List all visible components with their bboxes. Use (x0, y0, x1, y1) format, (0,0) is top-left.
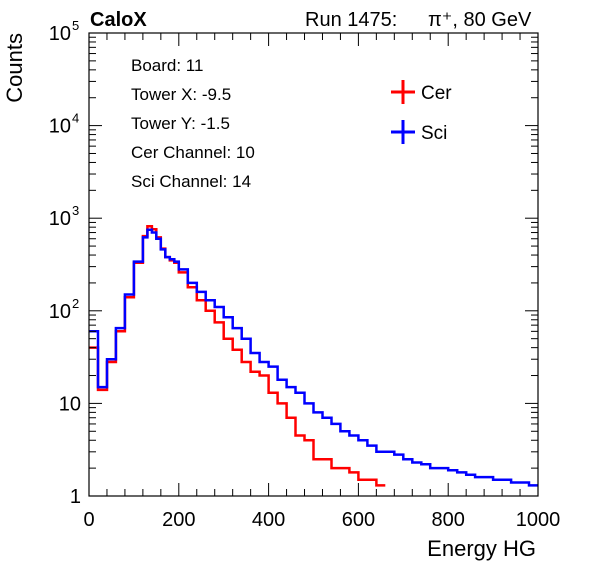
plot-frame (88, 32, 539, 497)
legend-label-cer: Cer (421, 83, 452, 104)
x-tick-label-200: 200 (162, 509, 195, 531)
y-tick-exponent-10000: 4 (72, 111, 79, 126)
y-axis-title: Counts (2, 33, 27, 103)
beam-label: π⁺, 80 GeV (428, 9, 532, 31)
experiment-label: CaloX (90, 9, 147, 31)
info-line-tower-x: Tower X: -9.5 (131, 85, 231, 104)
x-tick-label-600: 600 (342, 509, 375, 531)
y-tick-exponent-1000: 3 (72, 203, 79, 218)
x-tick-label-1000: 1000 (516, 509, 561, 531)
x-axis-title: Energy HG (427, 536, 536, 561)
series-layer (89, 224, 538, 487)
info-line-sci-channel: Sci Channel: 14 (131, 172, 251, 191)
y-tick-label-10: 10 (59, 393, 81, 415)
legend-label-sci: Sci (421, 123, 447, 144)
info-line-tower-y: Tower Y: -1.5 (131, 114, 230, 133)
y-tick-exponent-100000: 5 (72, 18, 79, 33)
legend: Cer Sci (391, 80, 452, 144)
y-tick-label-100: 10 (49, 301, 71, 323)
y-tick-label-1000: 10 (49, 208, 71, 230)
info-line-board: Board: 11 (131, 56, 203, 75)
y-tick-exponent-100: 2 (72, 296, 79, 311)
info-box: Board: 11 Tower X: -9.5 Tower Y: -1.5 Ce… (131, 56, 255, 191)
y-tick-label-100000: 10 (49, 23, 71, 45)
series-line-sci (89, 228, 538, 487)
y-tick-label-1: 1 (70, 486, 81, 508)
y-tick-label-10000: 10 (49, 116, 71, 138)
run-label: Run 1475: (305, 9, 397, 31)
x-tick-label-0: 0 (83, 509, 94, 531)
x-tick-label-400: 400 (252, 509, 285, 531)
info-line-cer-channel: Cer Channel: 10 (131, 143, 255, 162)
x-tick-label-800: 800 (432, 509, 465, 531)
